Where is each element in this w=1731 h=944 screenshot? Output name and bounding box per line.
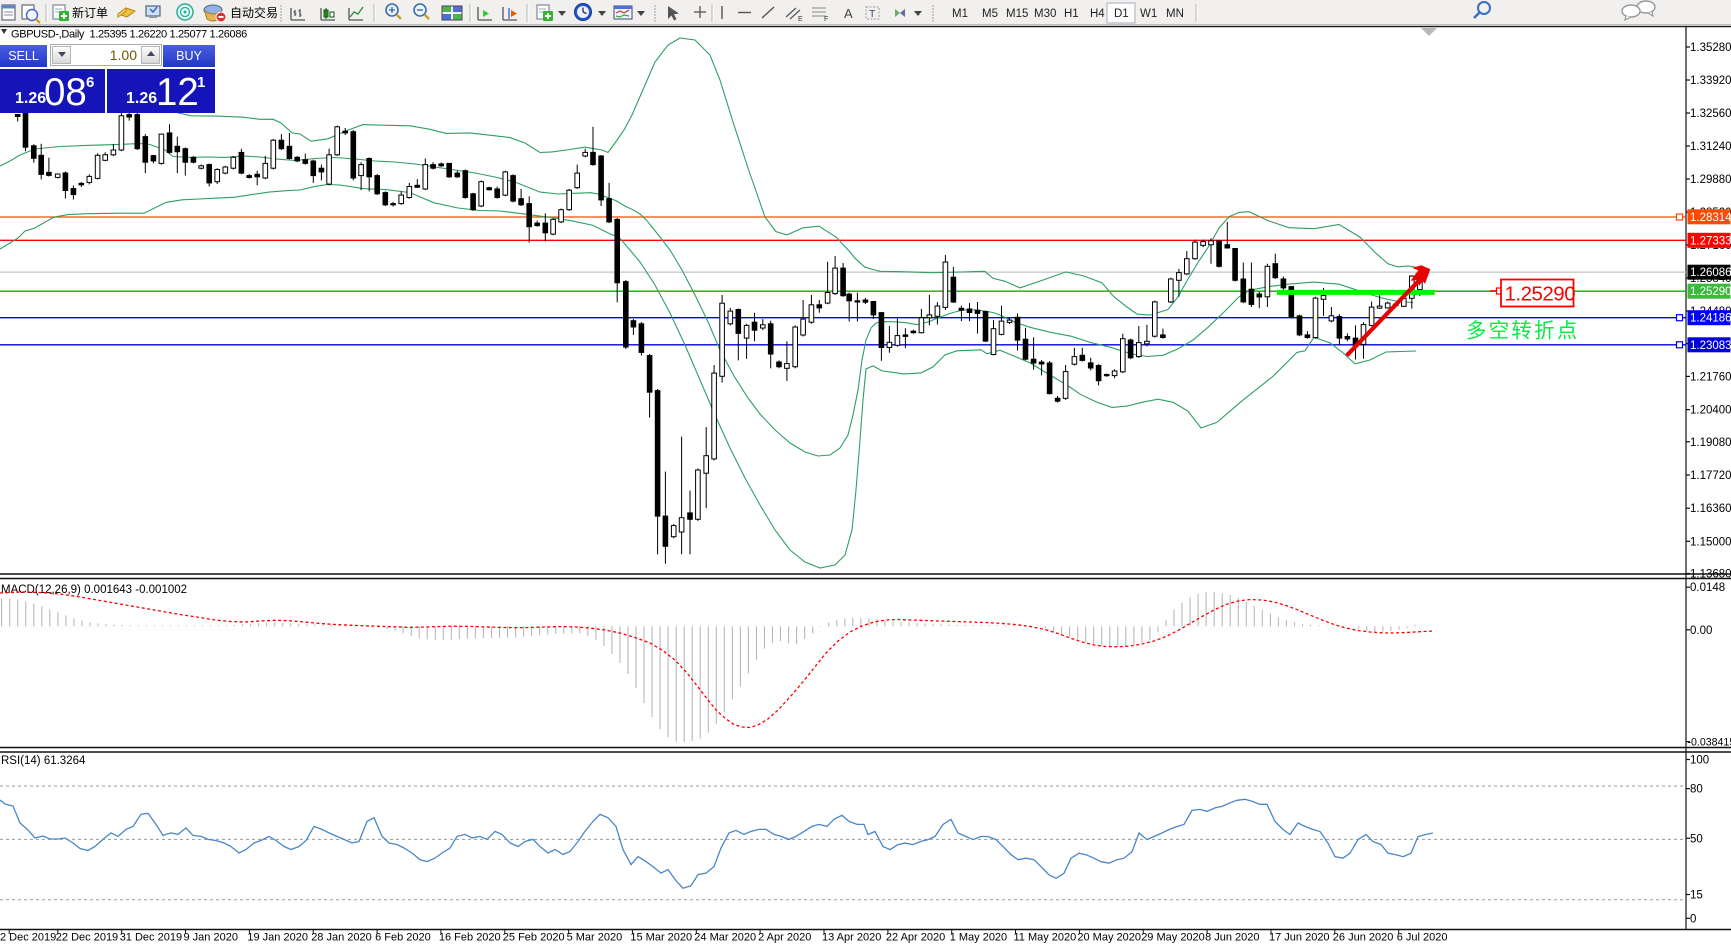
svg-text:29 May 2020: 29 May 2020: [1141, 932, 1205, 944]
svg-text:25 Feb 2020: 25 Feb 2020: [503, 932, 565, 944]
svg-text:50: 50: [1690, 833, 1703, 845]
svg-text:28 Jan 2020: 28 Jan 2020: [311, 932, 372, 944]
svg-text:W1: W1: [1140, 8, 1157, 20]
svg-text:1.26086: 1.26086: [1690, 267, 1731, 279]
svg-text:5 Mar 2020: 5 Mar 2020: [567, 932, 623, 944]
svg-text:T: T: [869, 8, 876, 20]
svg-text:1.17720: 1.17720: [1690, 470, 1731, 482]
svg-text:H4: H4: [1090, 8, 1105, 20]
svg-text:A: A: [844, 6, 853, 21]
svg-text:1.21760: 1.21760: [1690, 371, 1731, 383]
svg-text:1.16360: 1.16360: [1690, 503, 1731, 515]
svg-text:31 Dec 2019: 31 Dec 2019: [120, 932, 182, 944]
svg-text:1.31240: 1.31240: [1690, 141, 1731, 153]
svg-text:MACD(12,26,9) 0.001643 -0.0010: MACD(12,26,9) 0.001643 -0.001002: [1, 584, 187, 596]
svg-text:1.25290: 1.25290: [1690, 286, 1731, 298]
svg-text:13 Apr 2020: 13 Apr 2020: [822, 932, 881, 944]
svg-text:1 May 2020: 1 May 2020: [950, 932, 1007, 944]
svg-text:E: E: [798, 16, 803, 23]
svg-text:M5: M5: [982, 8, 998, 20]
svg-text:20 May 2020: 20 May 2020: [1077, 932, 1141, 944]
svg-text:1.13680: 1.13680: [1690, 569, 1731, 581]
svg-text:1.28314: 1.28314: [1690, 212, 1731, 224]
svg-text:H1: H1: [1064, 8, 1079, 20]
svg-text:2 Dec 2019: 2 Dec 2019: [0, 932, 56, 944]
svg-text:新订单: 新订单: [72, 5, 108, 20]
svg-text:0.00: 0.00: [1690, 625, 1712, 637]
svg-text:自动交易: 自动交易: [230, 5, 278, 20]
svg-text:RSI(14) 61.3264: RSI(14) 61.3264: [1, 755, 86, 767]
svg-text:17 Jun 2020: 17 Jun 2020: [1269, 932, 1330, 944]
svg-text:1.15000: 1.15000: [1690, 536, 1731, 548]
svg-text:16 Feb 2020: 16 Feb 2020: [439, 932, 501, 944]
svg-text:D1: D1: [1114, 8, 1129, 20]
svg-text:100: 100: [1690, 755, 1709, 767]
svg-text:1.27333: 1.27333: [1690, 235, 1731, 247]
svg-text:8 Jun 2020: 8 Jun 2020: [1205, 932, 1259, 944]
svg-text:80: 80: [1690, 784, 1703, 796]
svg-text:6 Feb 2020: 6 Feb 2020: [375, 932, 431, 944]
svg-text:1.33920: 1.33920: [1690, 75, 1731, 87]
svg-text:22 Dec 2019: 22 Dec 2019: [56, 932, 118, 944]
svg-text:-0.038415: -0.038415: [1688, 737, 1731, 749]
svg-text:2 Apr 2020: 2 Apr 2020: [758, 932, 811, 944]
svg-text:1.23083: 1.23083: [1690, 340, 1731, 352]
svg-text:22 Apr 2020: 22 Apr 2020: [886, 932, 945, 944]
svg-text:1.19080: 1.19080: [1690, 437, 1731, 449]
svg-text:M1: M1: [952, 8, 968, 20]
svg-text:GBPUSD-,Daily 1.25395 1.26220: GBPUSD-,Daily 1.25395 1.26220 1.25077 1.…: [11, 29, 247, 41]
svg-text:M15: M15: [1006, 8, 1028, 20]
svg-text:多空转折点: 多空转折点: [1466, 320, 1580, 343]
svg-text:1.20400: 1.20400: [1690, 405, 1731, 417]
svg-text:F: F: [824, 16, 828, 23]
svg-text:M30: M30: [1034, 8, 1056, 20]
svg-text:1.29880: 1.29880: [1690, 174, 1731, 186]
svg-text:15: 15: [1690, 890, 1703, 902]
svg-text:1.35280: 1.35280: [1690, 42, 1731, 54]
svg-text:9 Jan 2020: 9 Jan 2020: [184, 932, 238, 944]
svg-text:15 Mar 2020: 15 Mar 2020: [630, 932, 692, 944]
svg-text:1.24186: 1.24186: [1690, 313, 1731, 325]
svg-text:24 Mar 2020: 24 Mar 2020: [694, 932, 756, 944]
svg-text:11 May 2020: 11 May 2020: [1014, 932, 1077, 944]
svg-text:0: 0: [1690, 913, 1696, 925]
svg-text:MN: MN: [1166, 8, 1184, 20]
svg-text:0.0148: 0.0148: [1690, 582, 1725, 594]
svg-text:1.32560: 1.32560: [1690, 108, 1731, 120]
svg-text:19 Jan 2020: 19 Jan 2020: [247, 932, 308, 944]
svg-text:1.25290: 1.25290: [1505, 283, 1576, 306]
svg-text:26 Jun 2020: 26 Jun 2020: [1333, 932, 1394, 944]
svg-text:6 Jul 2020: 6 Jul 2020: [1397, 932, 1448, 944]
